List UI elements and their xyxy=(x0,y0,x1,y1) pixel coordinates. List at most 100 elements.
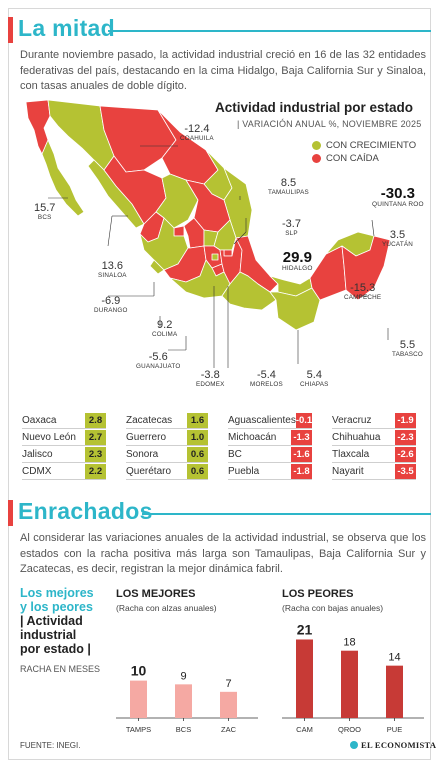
brand-name: EL ECONOMISTA xyxy=(361,740,437,750)
map-label-slp: -3.7 SLP xyxy=(282,218,301,237)
state-value: -1.3 xyxy=(291,429,312,445)
table-row: Veracruz -1.9 xyxy=(332,412,416,429)
state-value: 0.6 xyxy=(187,446,208,462)
map-label-value: 3.5 xyxy=(389,229,406,241)
map-label-edomex: -3.8 EDOMEX xyxy=(196,369,225,388)
map-subtitle: | VARIACIÓN ANUAL %, NOVIEMBRE 2025 xyxy=(237,119,422,129)
map-label-state: GUANAJUATO xyxy=(136,362,181,370)
best-chart-subtitle: (Racha con alzas anuales) xyxy=(116,603,217,613)
table-row: Aguascalientes -0.1 xyxy=(228,412,313,429)
worst-category-label: PUE xyxy=(387,725,402,734)
mexico-map xyxy=(25,100,391,368)
map-label-yucatan: 3.5 YUCATÁN xyxy=(382,229,414,248)
map-label-value: -3.8 xyxy=(200,369,220,381)
state-value: -1.8 xyxy=(291,463,312,479)
section-marker xyxy=(8,17,13,43)
table-row: Nuevo León 2.7 xyxy=(22,429,106,446)
section-title-2: Enrachados xyxy=(18,498,153,524)
worst-category-label: QROO xyxy=(338,725,361,734)
best-value-label: 10 xyxy=(131,663,147,679)
map-label-state: TAMAULIPAS xyxy=(268,188,309,196)
source-note: FUENTE: INEGI. xyxy=(20,741,81,750)
table-row: Querétaro 0.6 xyxy=(126,463,208,480)
state-campeche xyxy=(309,245,347,301)
state-name: Tlaxcala xyxy=(332,448,370,460)
table-row: BC -1.6 xyxy=(228,446,312,463)
table-column-1: Oaxaca 2.8 Nuevo León 2.7 Jalisco 2.3 CDMX 2… xyxy=(22,412,106,480)
map-label-value: -5.4 xyxy=(256,369,276,381)
state-guerrero xyxy=(169,259,231,299)
intro-paragraph: Durante noviembre pasado, la actividad i… xyxy=(20,49,426,92)
worst-value-label: 21 xyxy=(297,621,313,637)
state-value: -3.5 xyxy=(395,463,416,479)
map-label-state: DURANGO xyxy=(94,306,128,314)
table-row: Sonora 0.6 xyxy=(126,446,208,463)
state-name: CDMX xyxy=(22,465,52,477)
map-label-tamaulipas: 8.5 TAMAULIPAS xyxy=(268,177,309,196)
map-label-guanajuato: -5.6 GUANAJUATO xyxy=(136,351,181,370)
map-label-state: QUINTANA ROO xyxy=(372,200,424,208)
state-value: 0.6 xyxy=(187,463,208,479)
map-label-bcs: 15.7 BCS xyxy=(34,202,55,221)
state-name: Guerrero xyxy=(126,431,167,443)
legend-growth: CON CRECIMIENTO xyxy=(312,140,416,151)
state-name: Puebla xyxy=(228,465,260,477)
side-title-line: y los peores xyxy=(20,600,93,614)
state-name: Nayarit xyxy=(332,465,364,477)
worst-bar xyxy=(296,639,313,718)
state-value: 2.8 xyxy=(85,412,106,428)
table-row: Guerrero 1.0 xyxy=(126,429,208,446)
section-marker xyxy=(8,500,13,526)
side-title-line: industrial xyxy=(20,628,77,642)
map-label-value: -6.9 xyxy=(101,295,121,307)
worst-category-label: CAM xyxy=(296,725,313,734)
state-value: -0.1 xyxy=(295,412,313,428)
state-colima xyxy=(149,259,165,275)
state-name: Michoacán xyxy=(228,431,277,443)
section-rule xyxy=(108,30,431,32)
map-label-value: 13.6 xyxy=(101,260,124,272)
best-bar xyxy=(130,680,147,718)
charts-side-title: Los mejores y los peores | Actividad ind… xyxy=(20,586,94,656)
map-label-durango: -6.9 DURANGO xyxy=(94,295,128,314)
state-quintana-roo xyxy=(341,235,391,301)
best-bar-chart: 10 TAMPS 9 BCS 7 ZAC xyxy=(116,663,258,734)
state-value: -2.6 xyxy=(395,446,416,462)
map-label-sinaloa: 13.6 SINALOA xyxy=(98,260,127,279)
state-value: -1.9 xyxy=(395,412,416,428)
charts-unit: RACHA EN MESES xyxy=(20,664,101,674)
table-row: Michoacán -1.3 xyxy=(228,429,312,446)
best-chart-title: LOS MEJORES xyxy=(116,588,196,600)
map-label-value: 5.4 xyxy=(306,369,322,381)
map-label-quintana-roo: -30.3 QUINTANA ROO xyxy=(372,186,424,209)
state-value: 2.7 xyxy=(85,429,106,445)
state-cdmx xyxy=(211,253,219,261)
map-label-value: -12.4 xyxy=(184,123,210,135)
legend-decline-dot xyxy=(312,154,321,163)
state-tlaxcala xyxy=(223,249,233,257)
map-label-campeche: -15.3 CAMPECHE xyxy=(344,282,381,301)
state-name: Zacatecas xyxy=(126,414,173,426)
state-value: 2.3 xyxy=(85,446,106,462)
worst-value-label: 18 xyxy=(343,637,355,649)
worst-chart-subtitle: (Racha con bajas anuales) xyxy=(282,603,384,613)
map-label-state: EDOMEX xyxy=(196,380,225,388)
map-label-coahuila: -12.4 COAHUILA xyxy=(180,123,214,142)
best-value-label: 7 xyxy=(225,678,231,690)
map-label-value: -15.3 xyxy=(350,282,376,294)
map-label-value: 5.5 xyxy=(399,339,416,351)
legend-decline: CON CAÍDA xyxy=(312,153,379,164)
state-name: Nuevo León xyxy=(22,431,76,443)
legend-decline-label: CON CAÍDA xyxy=(326,153,379,164)
table-column-2: Zacatecas 1.6 Guerrero 1.0 Sonora 0.6 Queré… xyxy=(126,412,208,480)
table-row: Tlaxcala -2.6 xyxy=(332,446,416,463)
map-label-state: SLP xyxy=(285,229,298,237)
map-label-value: 29.9 xyxy=(282,249,312,266)
map-title: Actividad industrial por estado xyxy=(215,100,414,115)
map-label-colima: 9.2 COLIMA xyxy=(152,319,177,338)
section-rule xyxy=(142,513,431,515)
best-bar xyxy=(175,684,192,718)
worst-chart-title: LOS PEORES xyxy=(282,588,354,600)
map-label-state: HIDALGO xyxy=(282,264,313,272)
map-label-state: YUCATÁN xyxy=(382,240,414,248)
